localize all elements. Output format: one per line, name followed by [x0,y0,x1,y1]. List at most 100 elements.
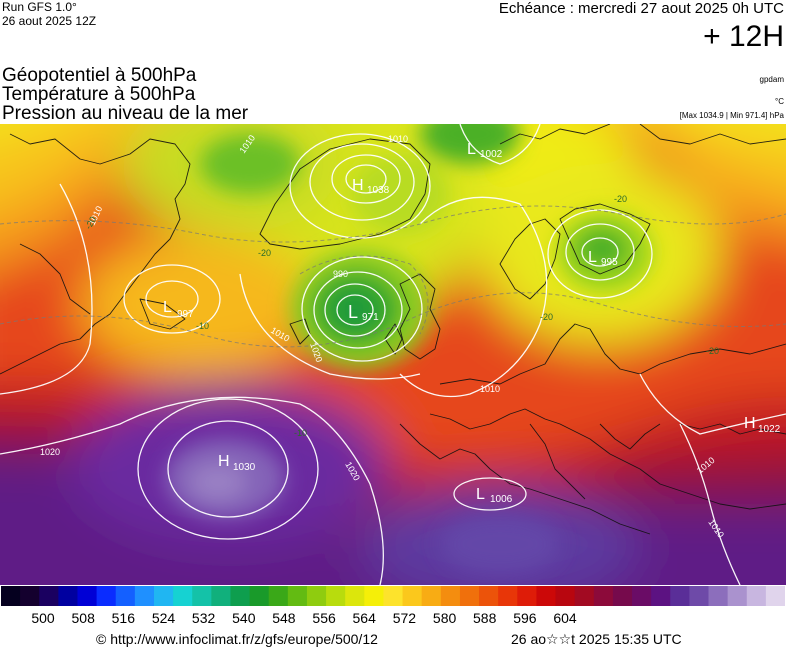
color-swatch [96,586,117,606]
color-swatch [115,586,136,606]
title-pressure: Pression au niveau de la mer [2,103,249,124]
color-swatch [440,586,461,606]
color-scale-ticks: 500 508 516 524 532 540 548 556 564 572 580 588 596 6… [0,610,786,626]
color-swatch [268,586,289,606]
temperature-label: -10 [196,321,209,331]
color-swatch [612,586,633,606]
color-swatch [1,586,21,606]
color-scale-tick: 572 [392,610,417,626]
color-swatch [402,586,423,606]
color-swatch [173,586,193,606]
pressure-center-type: L [348,302,358,322]
color-swatch [249,586,270,606]
color-swatch [364,586,384,606]
color-swatch [536,586,557,606]
isobars [0,124,786,585]
color-swatch [746,586,767,606]
pressure-center: L 997 [163,299,194,320]
pressure-center-type: L [163,299,172,316]
isobar-label: 990 [333,269,348,279]
color-scale-tick: 548 [272,610,296,626]
color-swatch [153,586,174,606]
color-swatch [517,586,537,606]
color-swatch [39,586,59,606]
color-swatch [689,586,710,606]
pressure-center-type: H [352,177,364,194]
color-swatch [326,586,346,606]
color-scale-tick: 540 [232,610,256,626]
color-swatch [727,586,748,606]
title-geopotential: Géopotentiel à 500hPa [2,65,197,86]
color-scale-tick: 532 [191,610,216,626]
pressure-center-value: 997 [177,309,194,320]
color-swatch [479,586,499,606]
color-swatch [287,586,308,606]
run-label: Run GFS 1.0° [2,0,77,14]
color-swatch [345,586,365,606]
color-swatch [306,586,327,606]
pressure-center-value: 995 [601,257,618,268]
color-swatch [708,586,729,606]
temperature-label: -10 [294,428,307,438]
color-scale-tick: 524 [151,610,176,626]
pressure-center: H 1022 [744,415,781,435]
pressure-center: H 1030 [218,453,256,473]
pressure-center-type: L [467,141,476,158]
color-swatch [555,586,576,606]
color-scale-tick: 596 [513,610,537,626]
color-swatch [651,586,671,606]
isobar-label: 1010 [388,134,408,144]
color-swatch [77,586,98,606]
color-scale-tick: 564 [352,610,376,626]
temperature-label: -20 [540,312,553,322]
pressure-center-value: 1038 [367,185,390,196]
forecast-valid-time: Echéance : mercredi 27 aout 2025 0h UTC [498,0,784,17]
issued-timestamp: 26 ao☆☆t 2025 15:35 UTC [511,631,682,647]
pressure-center: L 971 [348,302,379,323]
color-swatch [211,586,231,606]
title-temperature: Température à 500hPa [2,84,196,105]
temperature-label: -20 [614,194,627,204]
coastlines [0,124,786,535]
color-swatch [230,586,251,606]
weather-map: 1010 1010 1010 990 1020 1010 1020 1020 1… [0,124,786,585]
color-scale-tick: 556 [312,610,336,626]
run-date: 26 aout 2025 12Z [2,14,97,28]
isotherms [0,205,786,348]
color-swatch [574,586,595,606]
pressure-center: L 1002 [467,141,503,160]
color-scale-tick: 604 [553,610,577,626]
color-swatch [593,586,614,606]
isobar-label: 1010 [480,384,500,394]
pressure-center-value: 971 [362,312,379,323]
color-scale-tick: 588 [473,610,497,626]
pressure-center: L 1006 [476,486,513,505]
pressure-center: L 995 [588,249,618,268]
color-swatch [459,586,480,606]
temperature-label: -20 [706,346,719,356]
pressure-centers: H 1038 L 1002 L 971 L 997 L 995 H 1030 [163,141,781,505]
pressure-center-type: L [588,249,597,266]
color-swatch [670,586,690,606]
pressure-center-type: H [218,453,230,470]
color-swatch [134,586,155,606]
unit-geopotential: gpdam [759,75,784,84]
pressure-center: H 1038 [352,177,390,196]
unit-temperature: °C [775,97,784,106]
color-swatch [632,586,652,606]
pressure-range: [Max 1034.9 | Min 971.4] hPa [679,111,784,120]
color-scale [1,586,785,606]
color-swatch [765,586,785,606]
pressure-center-value: 1002 [480,149,503,160]
pressure-center-value: 1022 [758,424,781,435]
pressure-center-type: H [744,415,756,432]
color-swatch [498,586,518,606]
color-scale-tick: 500 [31,610,55,626]
color-swatch [383,586,404,606]
pressure-center-value: 1006 [490,494,513,505]
color-swatch [20,586,40,606]
low-centers-field [165,124,653,574]
copyright-link[interactable]: © http://www.infoclimat.fr/z/gfs/europe/… [96,631,378,647]
color-scale-tick: 580 [432,610,457,626]
color-swatch [192,586,212,606]
